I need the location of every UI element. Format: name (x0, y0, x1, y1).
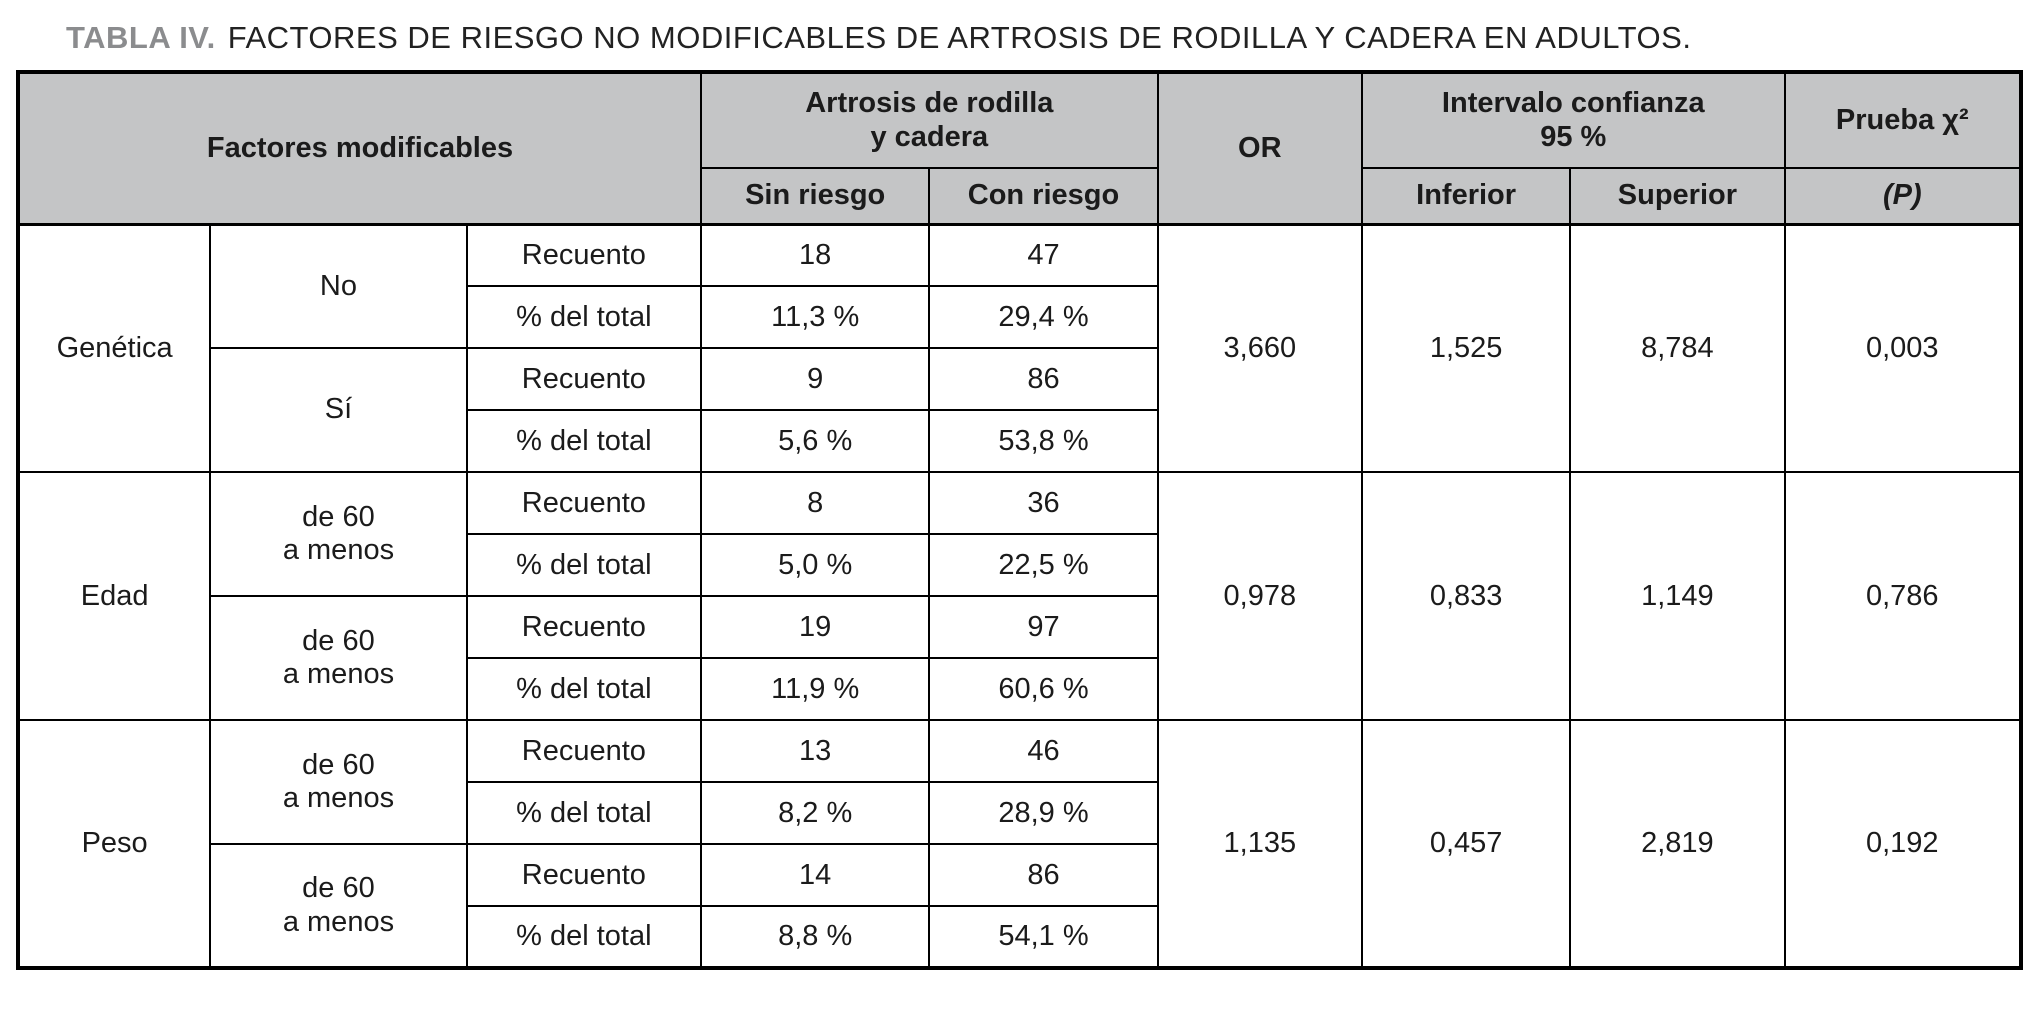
sin-riesgo-value: 18 (699, 223, 931, 287)
sin-riesgo-value: 5,6 % (699, 409, 931, 473)
stat-label: Recuento (465, 223, 703, 287)
table-caption-label: TABLA IV. (66, 20, 216, 55)
or-value: 0,978 (1156, 471, 1363, 721)
table-row: Peso de 60 a menos Recuento 13 46 1,135 … (16, 719, 2023, 969)
level-cell: No (209, 223, 468, 349)
factor-cell: Edad (16, 471, 212, 721)
sin-riesgo-value: 11,9 % (699, 657, 931, 721)
con-riesgo-value: 47 (928, 223, 1159, 287)
stat-label: % del total (465, 409, 703, 473)
con-riesgo-value: 86 (928, 843, 1159, 907)
sin-riesgo-header: Sin riesgo (699, 167, 931, 225)
level-cell: de 60 a menos (209, 595, 468, 721)
stat-label: Recuento (465, 595, 703, 659)
sin-riesgo-value: 14 (699, 843, 931, 907)
or-value: 3,660 (1156, 223, 1363, 473)
or-header: OR (1156, 71, 1363, 225)
con-riesgo-value: 28,9 % (928, 781, 1159, 845)
p-value: 0,192 (1783, 719, 2023, 969)
p-value: 0,786 (1783, 471, 2023, 721)
stat-label: Recuento (465, 471, 703, 535)
stat-label: Recuento (465, 843, 703, 907)
con-riesgo-value: 53,8 % (928, 409, 1159, 473)
superior-value: 2,819 (1569, 719, 1786, 969)
table-caption: TABLA IV. FACTORES DE RIESGO NO MODIFICAB… (66, 20, 2023, 56)
stat-label: % del total (465, 533, 703, 597)
table-row: % del total 5,6 % 53,8 % (18, 409, 2021, 473)
con-riesgo-value: 60,6 % (928, 657, 1159, 721)
factores-modificables-header: Factores modificables (17, 71, 702, 225)
superior-value: 8,784 (1569, 223, 1786, 473)
table-header: Factores modificables Artrosis de rodill… (17, 71, 2023, 225)
level-cell: de 60 a menos (209, 471, 468, 597)
con-riesgo-value: 22,5 % (928, 533, 1159, 597)
con-riesgo-header: Con riesgo (928, 167, 1159, 225)
table-row: % del total 8,2 % 28,9 % (18, 781, 2021, 845)
stat-label: % del total (465, 781, 703, 845)
sin-riesgo-value: 19 (699, 595, 931, 659)
table-row: Sí Recuento 9 86 (18, 347, 2021, 473)
table-row: Genética No Recuento 18 47 3,660 1,525 8… (16, 223, 2023, 473)
stat-label: % del total (465, 657, 703, 721)
risk-factors-table: Factores modificables Artrosis de rodill… (16, 70, 2023, 970)
level-cell: Sí (209, 347, 468, 473)
sin-riesgo-value: 8,8 % (699, 905, 931, 969)
table-row: % del total 11,9 % 60,6 % (18, 657, 2021, 721)
intervalo-confianza-header: Intervalo confianza 95 % (1360, 71, 1786, 169)
sin-riesgo-value: 9 (699, 347, 931, 411)
inferior-header: Inferior (1360, 167, 1572, 225)
or-value: 1,135 (1156, 719, 1363, 969)
stat-label: Recuento (465, 719, 703, 783)
prueba-chi2-header: Prueba χ² (1783, 71, 2023, 169)
con-riesgo-value: 97 (928, 595, 1159, 659)
table-row: % del total 5,0 % 22,5 % (18, 533, 2021, 597)
con-riesgo-value: 86 (928, 347, 1159, 411)
level-cell: de 60 a menos (209, 843, 468, 969)
sin-riesgo-value: 5,0 % (699, 533, 931, 597)
con-riesgo-value: 36 (928, 471, 1159, 535)
stat-label: Recuento (465, 347, 703, 411)
stat-label: % del total (465, 285, 703, 349)
con-riesgo-value: 46 (928, 719, 1159, 783)
table-row: de 60 a menos Recuento 19 97 (18, 595, 2021, 721)
table-row: % del total 11,3 % 29,4 % (18, 285, 2021, 349)
stat-label: % del total (465, 905, 703, 969)
artrosis-header: Artrosis de rodilla y cadera (700, 71, 1159, 169)
level-cell: de 60 a menos (209, 719, 468, 845)
sin-riesgo-value: 13 (699, 719, 931, 783)
con-riesgo-value: 29,4 % (928, 285, 1159, 349)
table-body: Genética No Recuento 18 47 3,660 1,525 8… (16, 223, 2023, 969)
sin-riesgo-value: 8 (699, 471, 931, 535)
p-value: 0,003 (1783, 223, 2023, 473)
table-row: % del total 8,8 % 54,1 % (18, 905, 2021, 969)
inferior-value: 0,833 (1360, 471, 1572, 721)
p-header: (P) (1783, 167, 2023, 225)
factor-cell: Genética (16, 223, 212, 473)
inferior-value: 0,457 (1360, 719, 1572, 969)
table-row: Edad de 60 a menos Recuento 8 36 0,978 0… (16, 471, 2023, 721)
superior-header: Superior (1569, 167, 1786, 225)
header-row-1: Factores modificables Artrosis de rodill… (17, 71, 2023, 225)
con-riesgo-value: 54,1 % (928, 905, 1159, 969)
table-row: de 60 a menos Recuento 14 86 (18, 843, 2021, 969)
sin-riesgo-value: 8,2 % (699, 781, 931, 845)
header-row-2: Sin riesgo Con riesgo Inferior Superior … (18, 167, 2023, 225)
inferior-value: 1,525 (1360, 223, 1572, 473)
superior-value: 1,149 (1569, 471, 1786, 721)
sin-riesgo-value: 11,3 % (699, 285, 931, 349)
table-caption-text: FACTORES DE RIESGO NO MODIFICABLES DE AR… (227, 20, 1692, 55)
factor-cell: Peso (16, 719, 212, 969)
